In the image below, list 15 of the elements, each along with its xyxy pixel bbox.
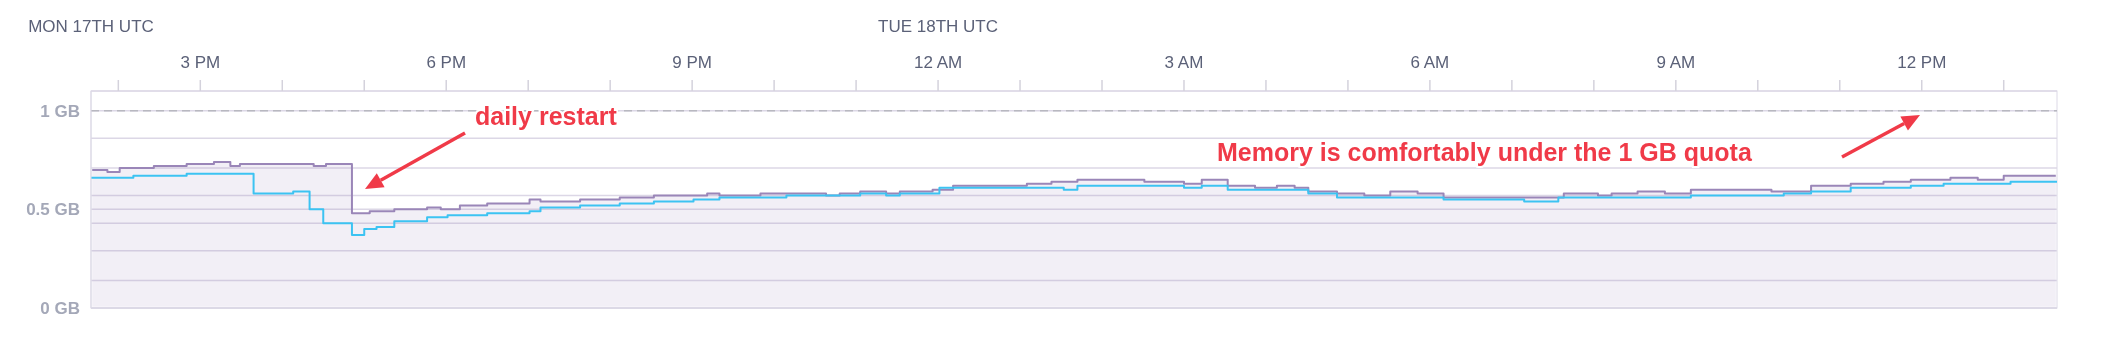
x2-tick-label: MON 17TH UTC	[28, 17, 154, 36]
x-tick-label: 9 PM	[672, 53, 712, 72]
y-tick-label: 0.5 GB	[26, 200, 80, 220]
annotation: daily restart	[475, 102, 618, 130]
x-tick-label: 12 AM	[913, 53, 963, 72]
x-tick-label: 6 AM	[1410, 53, 1450, 72]
x-tick-label: 9 AM	[1656, 53, 1696, 72]
x-tick-label: 6 PM	[426, 53, 467, 72]
y-tick-label: 1 GB	[40, 101, 80, 121]
x-tick-label: 12 PM	[1897, 53, 1947, 72]
x-tick-label: 3 PM	[180, 53, 221, 72]
x2-tick-label: TUE 18TH UTC	[878, 17, 999, 36]
x-tick-label: 3 AM	[1164, 53, 1204, 72]
y-tick-label: 0 GB	[40, 299, 80, 318]
annotation: Memory is comfortably under the 1 GB quota	[1217, 138, 1753, 166]
